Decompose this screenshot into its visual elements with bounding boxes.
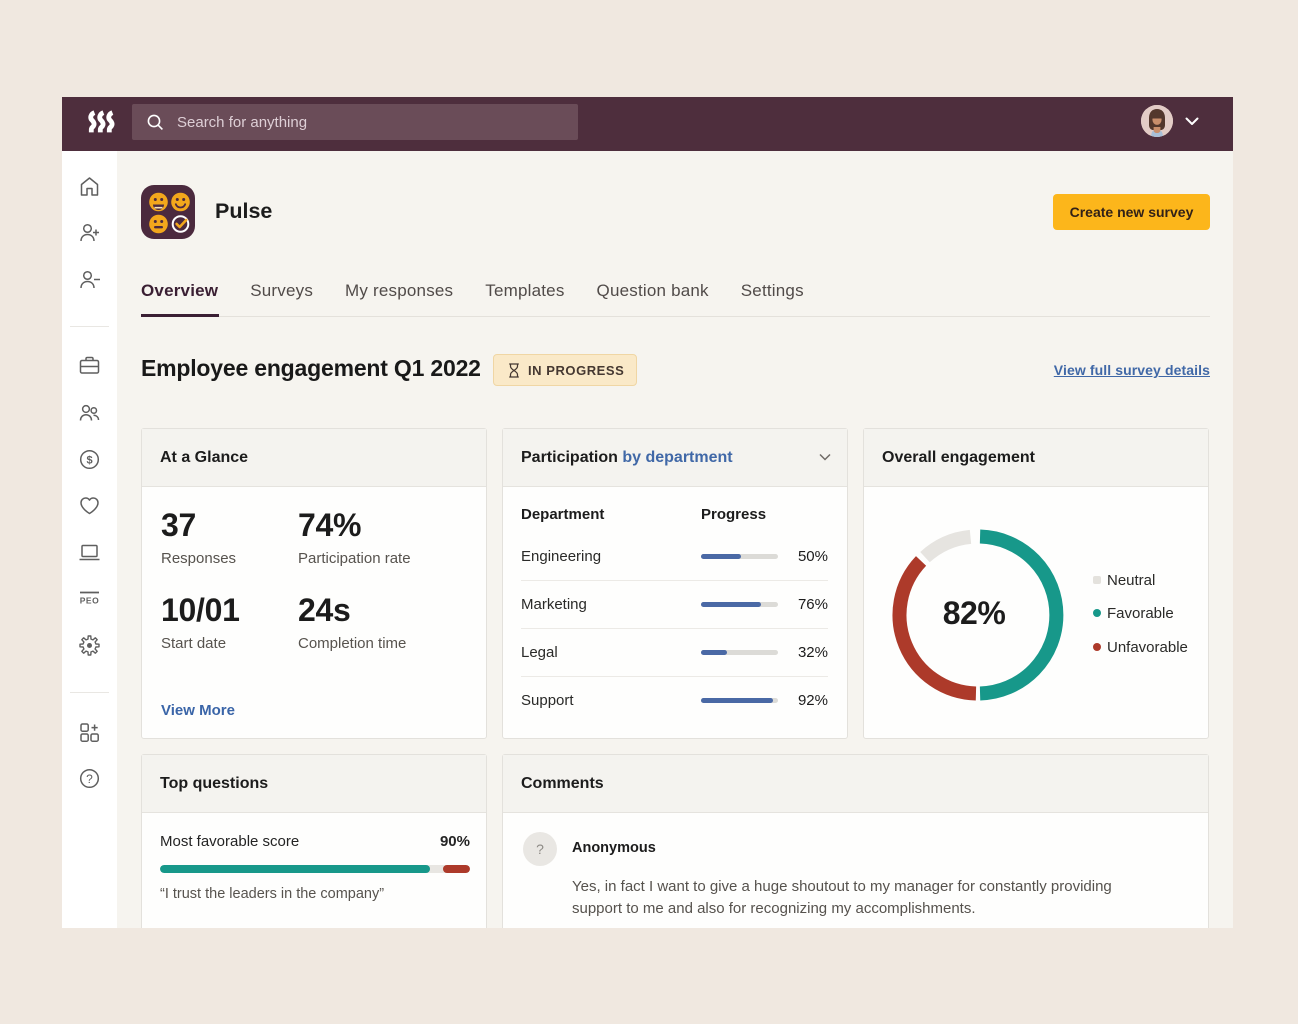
svg-text:$: $: [86, 455, 92, 467]
svg-text:PEO: PEO: [80, 596, 99, 606]
svg-text:?: ?: [86, 772, 93, 786]
